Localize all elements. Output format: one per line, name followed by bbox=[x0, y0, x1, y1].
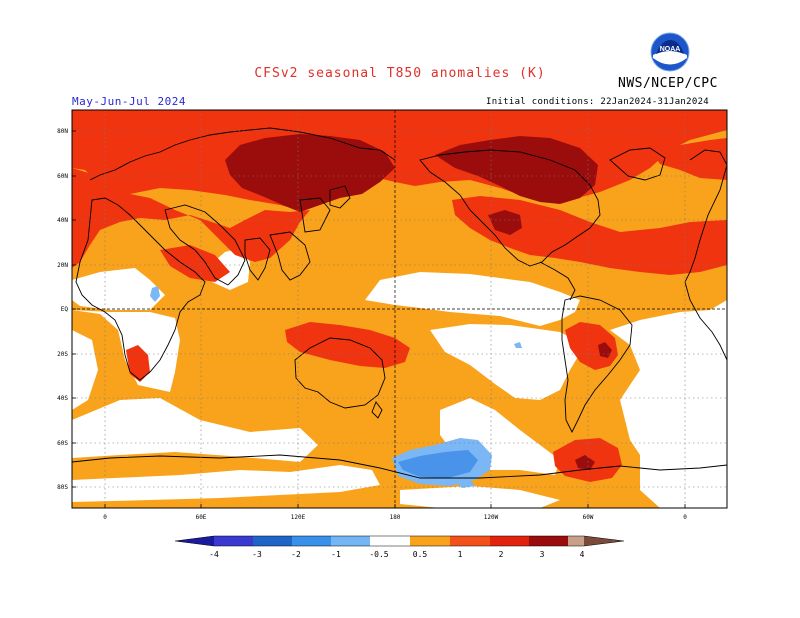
colorbar-label: -3 bbox=[252, 550, 262, 559]
lat-label: 80N bbox=[57, 128, 68, 135]
organization-label: NWS/NCEP/CPC bbox=[618, 76, 718, 91]
lat-label: 60N bbox=[57, 173, 68, 180]
noaa-logo-text: NOAA bbox=[660, 46, 681, 53]
colorbar-segment bbox=[370, 536, 410, 546]
map-title: CFSv2 seasonal T850 anomalies (K) bbox=[254, 66, 546, 81]
lat-label: 40S bbox=[57, 395, 68, 402]
colorbar-segment bbox=[490, 536, 529, 546]
colorbar-label: 1 bbox=[458, 550, 463, 559]
colorbar-segment bbox=[529, 536, 568, 546]
lat-label: 20S bbox=[57, 351, 68, 358]
lon-label: 60E bbox=[196, 514, 207, 521]
colorbar-segment bbox=[450, 536, 490, 546]
colorbar-segment bbox=[292, 536, 331, 546]
colorbar-segment bbox=[253, 536, 292, 546]
noaa-logo: NOAA bbox=[650, 32, 690, 72]
lon-label: 120W bbox=[484, 514, 499, 521]
colorbar-label: -2 bbox=[291, 550, 301, 559]
colorbar-segment bbox=[214, 536, 253, 546]
lon-label: 0 bbox=[103, 514, 107, 521]
axis-ticks bbox=[72, 130, 686, 508]
lon-label: 0 bbox=[683, 514, 687, 521]
initial-conditions-label: Initial conditions: 22Jan2024-31Jan2024 bbox=[486, 97, 710, 107]
longitude-labels: 0 60E 120E 180 120W 60W 0 bbox=[103, 514, 687, 521]
coastlines bbox=[72, 127, 727, 479]
colorbar-arrow-right bbox=[584, 536, 624, 546]
colorbar-label: 2 bbox=[499, 550, 504, 559]
lat-label: 40N bbox=[57, 217, 68, 224]
colorbar-arrow-left bbox=[175, 536, 214, 546]
lat-label: 60S bbox=[57, 440, 68, 447]
colorbar: -4 -3 -2 -1 -0.5 0.5 1 2 3 4 bbox=[174, 535, 625, 559]
lon-label: 180 bbox=[390, 514, 401, 521]
lon-label: 60W bbox=[583, 514, 594, 521]
colorbar-label: 3 bbox=[540, 550, 545, 559]
anomaly-region-2-3 bbox=[225, 134, 612, 470]
colorbar-label: -4 bbox=[209, 550, 219, 559]
colorbar-label: 4 bbox=[580, 550, 585, 559]
colorbar-label: -0.5 bbox=[369, 550, 388, 559]
neutral-regions bbox=[72, 248, 727, 508]
lat-label: EQ bbox=[61, 306, 69, 313]
latitude-labels: 80N 60N 40N 20N EQ 20S 40S 60S 80S bbox=[57, 128, 68, 491]
colorbar-segment bbox=[568, 536, 584, 546]
colorbar-label: 0.5 bbox=[413, 550, 428, 559]
colorbar-segment bbox=[410, 536, 450, 546]
colorbar-label: -1 bbox=[331, 550, 341, 559]
lat-label: 20N bbox=[57, 262, 68, 269]
lat-label: 80S bbox=[57, 484, 68, 491]
colorbar-segment bbox=[331, 536, 370, 546]
lon-label: 120E bbox=[291, 514, 306, 521]
anomaly-region-negative bbox=[150, 286, 522, 488]
season-label: May-Jun-Jul 2024 bbox=[72, 95, 186, 108]
